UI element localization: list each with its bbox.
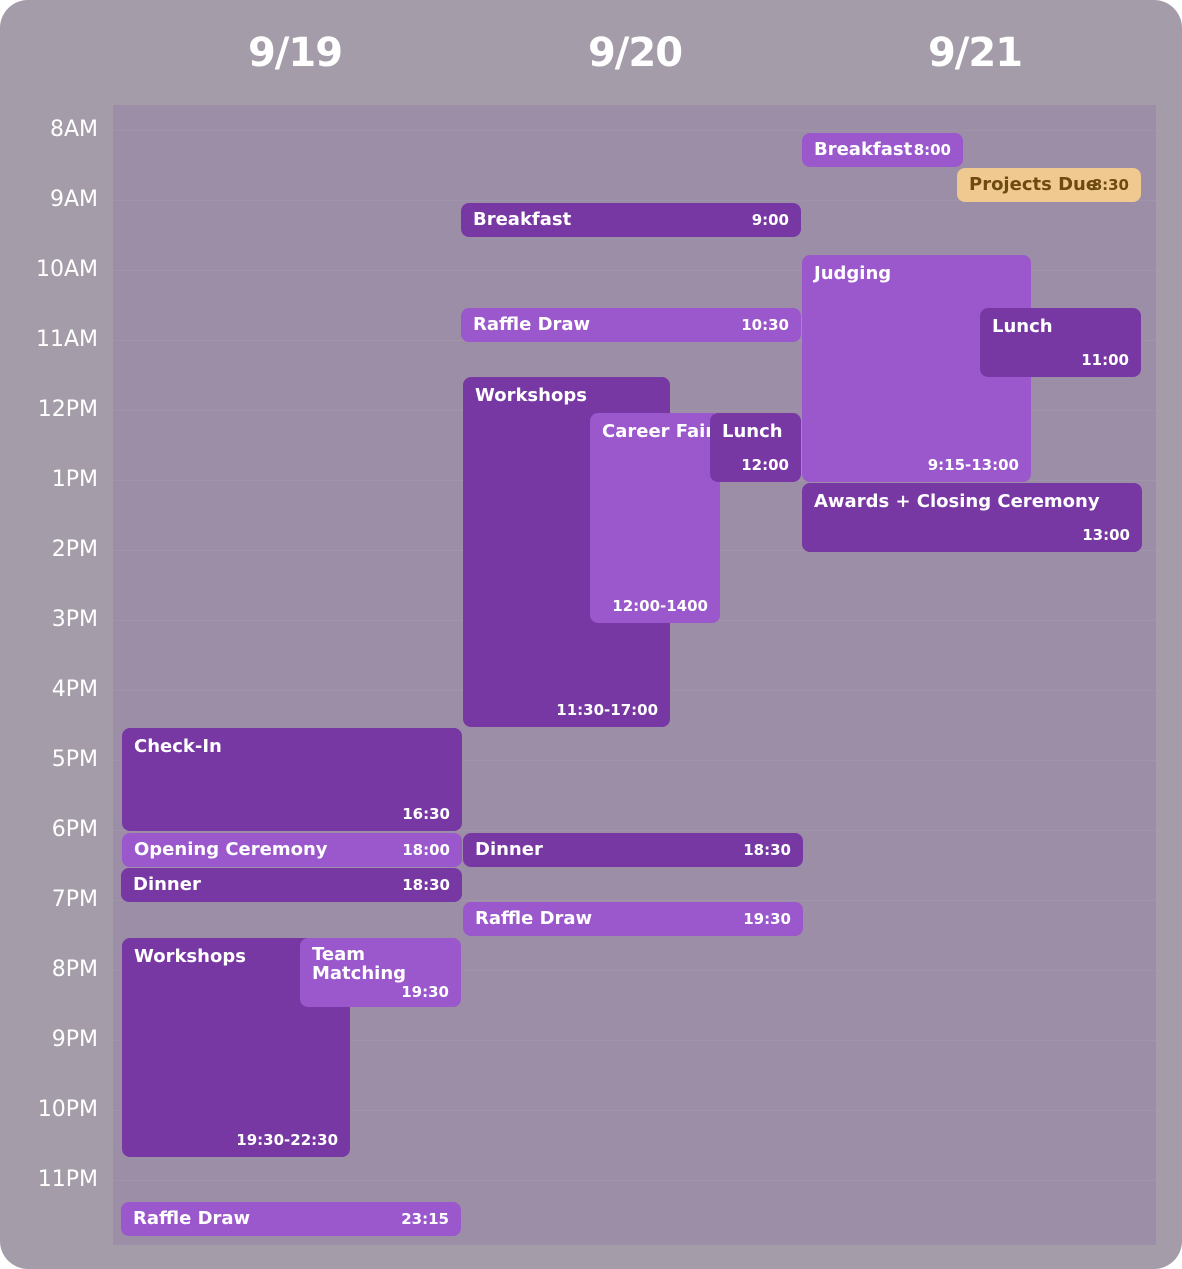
event-projects-due[interactable]: Projects Due 8:30 — [957, 168, 1141, 202]
hour-gridline — [113, 1110, 1156, 1111]
hour-label: 10PM — [37, 1097, 98, 1122]
hour-gridline — [113, 130, 1156, 131]
event-breakfast[interactable]: Breakfast 9:00 — [461, 203, 801, 237]
hour-gridline — [113, 970, 1156, 971]
event-name: Lunch — [722, 421, 783, 442]
hour-label: 1PM — [51, 467, 98, 492]
day-header-3: 9/21 — [927, 30, 1023, 76]
hour-gridline — [113, 270, 1156, 271]
event-time: 18:30 — [402, 876, 450, 894]
event-name: Breakfast — [473, 209, 572, 230]
event-name: Awards + Closing Ceremony — [814, 491, 1100, 512]
event-name: Opening Ceremony — [134, 839, 328, 860]
event-time: 8:30 — [1091, 176, 1129, 194]
event-career-fair[interactable]: Career Fair 12:00-1400 — [590, 413, 720, 623]
day-header-1: 9/19 — [247, 30, 343, 76]
event-name: Check-In — [134, 736, 222, 757]
event-team-matching[interactable]: Team Matching 19:30 — [300, 938, 461, 1007]
hour-label: 5PM — [51, 747, 98, 772]
day-header-2: 9/20 — [587, 30, 683, 76]
event-time: 9:00 — [751, 211, 789, 229]
event-time: 18:00 — [402, 841, 450, 859]
hour-label: 7PM — [51, 887, 98, 912]
hour-label: 2PM — [51, 537, 98, 562]
event-awards-closing-ceremony[interactable]: Awards + Closing Ceremony 13:00 — [802, 483, 1142, 552]
hour-label: 8AM — [49, 117, 98, 142]
hour-gridline — [113, 1040, 1156, 1041]
event-lunch[interactable]: Lunch 12:00 — [710, 413, 801, 482]
hour-label: 11AM — [35, 327, 98, 352]
event-name: Career Fair — [602, 421, 715, 442]
event-name: Judging — [814, 263, 892, 284]
event-opening-ceremony[interactable]: Opening Ceremony 18:00 — [122, 833, 462, 867]
event-dinner[interactable]: Dinner 18:30 — [121, 868, 462, 902]
hour-label: 8PM — [51, 957, 98, 982]
event-raffle-draw[interactable]: Raffle Draw 19:30 — [463, 902, 803, 936]
event-time: 11:00 — [1081, 351, 1129, 369]
event-time: 12:00 — [741, 456, 789, 474]
event-time: 19:30-22:30 — [236, 1131, 338, 1149]
hour-label: 10AM — [35, 257, 98, 282]
hour-label: 3PM — [51, 607, 98, 632]
event-time: 19:30 — [401, 983, 449, 1001]
event-time: 23:15 — [401, 1210, 449, 1228]
event-time: 12:00-1400 — [612, 597, 708, 615]
event-name: Projects Due — [969, 174, 1099, 195]
event-name: Team Matching — [312, 944, 407, 984]
event-name: Raffle Draw — [473, 314, 591, 335]
hour-label: 4PM — [51, 677, 98, 702]
event-time: 16:30 — [402, 805, 450, 823]
event-name: Workshops — [475, 385, 587, 406]
hour-gridline — [113, 760, 1156, 761]
hour-gridline — [113, 830, 1156, 831]
hour-label: 12PM — [37, 397, 98, 422]
hour-label: 9AM — [49, 187, 98, 212]
event-raffle-draw[interactable]: Raffle Draw 10:30 — [461, 308, 801, 342]
hour-gridline — [113, 200, 1156, 201]
event-time: 18:30 — [743, 841, 791, 859]
event-name: Workshops — [134, 946, 246, 967]
event-check-in[interactable]: Check-In 16:30 — [122, 728, 462, 831]
event-time: 11:30-17:00 — [556, 701, 658, 719]
hour-gridline — [113, 900, 1156, 901]
event-time: 10:30 — [741, 316, 789, 334]
event-lunch[interactable]: Lunch 11:00 — [980, 308, 1141, 377]
event-time: 9:15-13:00 — [927, 456, 1019, 474]
hour-label: 9PM — [51, 1027, 98, 1052]
event-time: 19:30 — [743, 910, 791, 928]
event-name: Lunch — [992, 316, 1053, 337]
event-name: Dinner — [133, 874, 201, 895]
event-time: 8:00 — [913, 141, 951, 159]
event-time: 13:00 — [1082, 526, 1130, 544]
event-name: Raffle Draw — [133, 1208, 251, 1229]
event-name: Dinner — [475, 839, 543, 860]
event-name: Raffle Draw — [475, 908, 593, 929]
event-raffle-draw[interactable]: Raffle Draw 23:15 — [121, 1202, 461, 1236]
event-dinner[interactable]: Dinner 18:30 — [463, 833, 803, 867]
event-breakfast[interactable]: Breakfast 8:00 — [802, 133, 963, 167]
hour-gridline — [113, 1180, 1156, 1181]
event-name: Breakfast — [814, 139, 913, 160]
hour-label: 11PM — [37, 1167, 98, 1192]
hour-label: 6PM — [51, 817, 98, 842]
